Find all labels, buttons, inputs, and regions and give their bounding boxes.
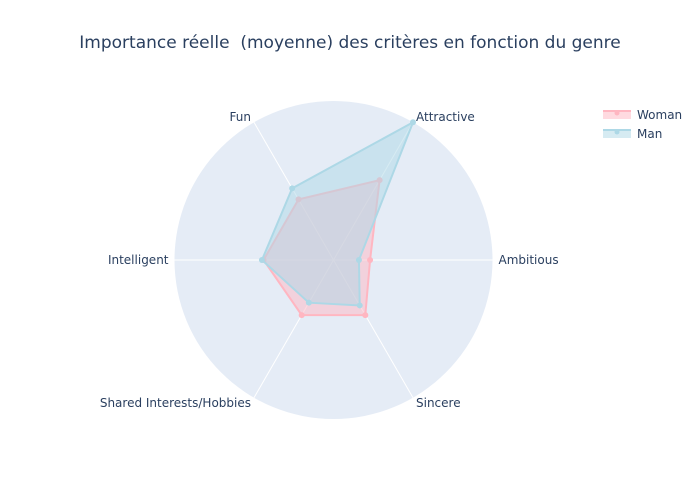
point-man-intelligent[interactable] [258,257,265,263]
point-man-attractive[interactable] [410,119,416,126]
point-man-fun[interactable] [289,185,296,192]
legend[interactable]: Woman Man [603,108,682,141]
chart-title: Importance réelle (moyenne) des critères… [79,33,621,53]
point-woman-shared-interests-hobbies[interactable] [298,312,305,319]
point-woman-sincere[interactable] [362,312,369,319]
axis-label-attractive: Attractive [416,110,475,124]
series-layer [258,119,416,319]
axis-labels: Ambitious Attractive Fun Intelligent Shared … [100,110,559,410]
axis-label-intelligent: Intelligent [108,253,169,267]
point-man-sincere[interactable] [356,302,363,309]
legend-label: Woman [637,108,682,122]
axis-label-ambitious: Ambitious [499,253,559,267]
axis-label-fun: Fun [230,110,251,124]
legend-item-man[interactable]: Man [603,127,662,141]
point-man-ambitious[interactable] [355,257,362,263]
series-man [258,119,416,309]
point-man-shared-interests-hobbies[interactable] [305,299,312,306]
axis-label-sincere: Sincere [416,396,461,410]
axis-label-shared-interests-hobbies: Shared Interests/Hobbies [100,396,251,410]
legend-item-woman[interactable]: Woman [603,108,682,122]
legend-label: Man [637,127,662,141]
point-woman-ambitious[interactable] [367,257,374,263]
legend-marker [614,129,620,135]
legend-marker [614,110,620,116]
